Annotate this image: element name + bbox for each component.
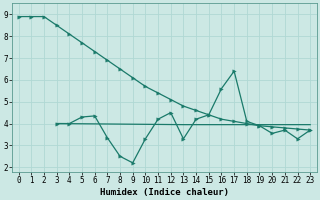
X-axis label: Humidex (Indice chaleur): Humidex (Indice chaleur) (100, 188, 229, 197)
